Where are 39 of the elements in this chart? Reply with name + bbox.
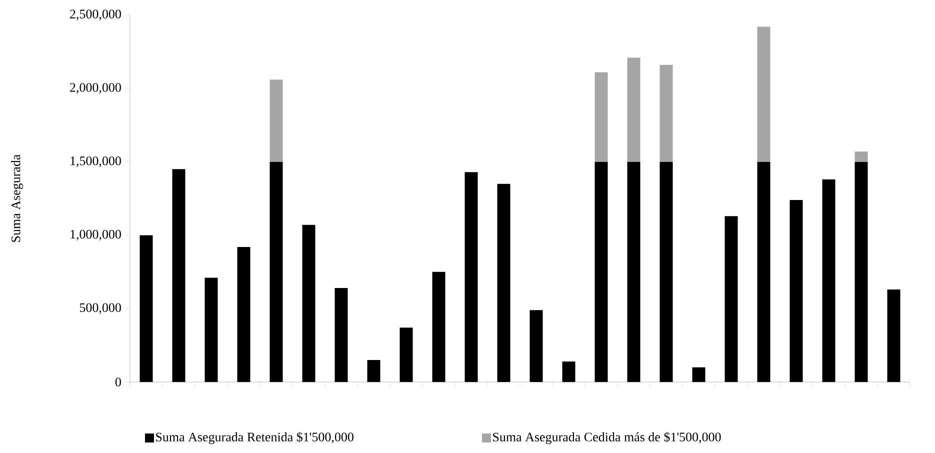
y-tick-label: 1,000,000	[70, 230, 121, 241]
y-axis-title: Suma Asegurada	[11, 154, 23, 242]
bar	[660, 64, 673, 162]
bar	[757, 26, 770, 162]
bar	[854, 152, 868, 162]
bar	[887, 290, 900, 382]
y-tick-label: 1,500,000	[70, 156, 121, 168]
bar	[790, 200, 803, 382]
bar	[757, 162, 770, 382]
bar	[497, 184, 510, 382]
bar	[627, 162, 640, 382]
bar	[237, 246, 250, 382]
bar	[594, 72, 608, 162]
bar	[432, 272, 446, 382]
bar	[367, 360, 380, 382]
bar	[627, 58, 640, 162]
bar	[724, 216, 738, 382]
bar	[562, 361, 576, 382]
bar	[692, 367, 706, 382]
bar	[140, 235, 153, 382]
bar	[204, 278, 218, 382]
y-tick-label: 2,000,000	[70, 83, 121, 94]
bar	[854, 162, 868, 382]
legend-label: Suma Asegurada Cedida más de $1'500,000	[493, 432, 721, 444]
y-tick-label: 500,000	[80, 303, 121, 314]
bar	[334, 288, 348, 382]
bar	[270, 162, 283, 382]
bar	[822, 179, 836, 382]
bar	[172, 169, 186, 382]
bar	[302, 224, 316, 382]
legend-label: Suma Asegurada Retenida $1'500,000	[156, 432, 354, 444]
bar	[660, 162, 673, 382]
bar	[400, 328, 413, 382]
bar	[464, 172, 478, 382]
y-tick-label: 2,500,000	[70, 10, 121, 20]
bar	[594, 162, 608, 382]
bar	[270, 80, 283, 162]
bar	[530, 310, 543, 382]
y-tick-label: 0	[115, 378, 121, 386]
